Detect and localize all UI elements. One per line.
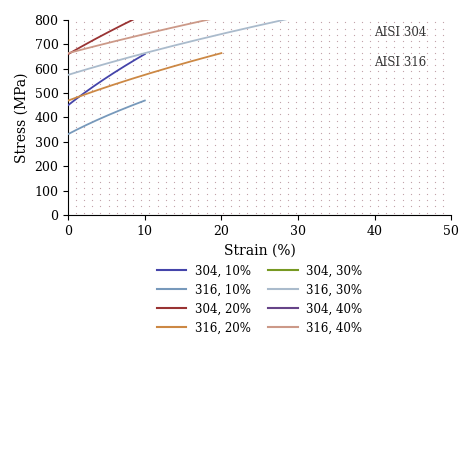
Y-axis label: Stress (MPa): Stress (MPa) bbox=[15, 72, 29, 163]
Text: AISI 304: AISI 304 bbox=[374, 26, 427, 39]
Text: AISI 316: AISI 316 bbox=[374, 56, 427, 69]
X-axis label: Strain (%): Strain (%) bbox=[224, 243, 296, 257]
Legend: 304, 10%, 316, 10%, 304, 20%, 316, 20%, 304, 30%, 316, 30%, 304, 40%, 316, 40%: 304, 10%, 316, 10%, 304, 20%, 316, 20%, … bbox=[152, 260, 367, 339]
